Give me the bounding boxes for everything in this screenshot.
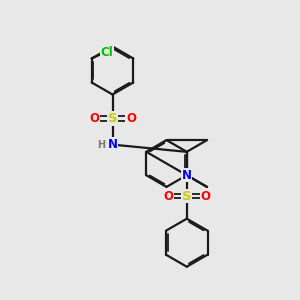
- Text: Cl: Cl: [100, 46, 113, 59]
- Text: N: N: [107, 138, 118, 151]
- Text: O: O: [89, 112, 99, 125]
- Text: S: S: [182, 190, 192, 203]
- Text: O: O: [200, 190, 210, 203]
- Text: H: H: [97, 140, 105, 150]
- Text: O: O: [126, 112, 136, 125]
- Text: N: N: [182, 169, 192, 182]
- Text: S: S: [108, 112, 117, 125]
- Text: O: O: [163, 190, 173, 203]
